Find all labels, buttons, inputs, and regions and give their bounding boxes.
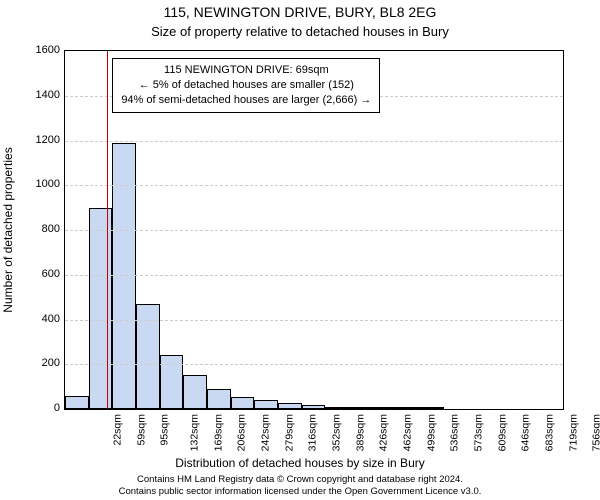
histogram-bar (89, 208, 113, 409)
histogram-bar (302, 405, 326, 409)
x-tick-label: 573sqm (472, 414, 484, 451)
histogram-bar (349, 407, 373, 409)
footer-line-2: Contains public sector information licen… (0, 486, 600, 498)
x-tick-label: 426sqm (378, 414, 390, 451)
property-info-box: 115 NEWINGTON DRIVE: 69sqm← 5% of detach… (112, 58, 380, 113)
gridline (65, 275, 563, 276)
info-box-line: ← 5% of detached houses are smaller (152… (121, 78, 371, 93)
page-subtitle: Size of property relative to detached ho… (0, 24, 600, 39)
histogram-bar (183, 375, 207, 409)
gridline (65, 185, 563, 186)
property-marker-line (107, 51, 108, 409)
y-tick-label: 1400 (10, 89, 60, 101)
x-tick-label: 536sqm (449, 414, 461, 451)
gridline (65, 230, 563, 231)
x-tick-label: 59sqm (135, 414, 147, 446)
y-tick-label: 400 (10, 313, 60, 325)
y-tick-label: 0 (10, 402, 60, 414)
histogram-bar (207, 389, 231, 409)
histogram-bar (396, 407, 420, 409)
y-tick-label: 800 (10, 223, 60, 235)
y-tick-label: 200 (10, 357, 60, 369)
histogram-bar (278, 403, 302, 409)
x-tick-label: 389sqm (354, 414, 366, 451)
histogram-bar (325, 407, 349, 409)
page-title: 115, NEWINGTON DRIVE, BURY, BL8 2EG (0, 4, 600, 20)
x-tick-label: 609sqm (496, 414, 508, 451)
x-tick-label: 279sqm (283, 414, 295, 451)
y-tick-label: 1600 (10, 44, 60, 56)
histogram-bar (112, 143, 136, 409)
histogram-bar (254, 400, 278, 409)
histogram-bar (373, 407, 397, 409)
footer-line-1: Contains HM Land Registry data © Crown c… (0, 474, 600, 486)
info-box-line: 94% of semi-detached houses are larger (… (121, 93, 371, 108)
x-tick-label: 316sqm (307, 414, 319, 451)
footer-attribution: Contains HM Land Registry data © Crown c… (0, 474, 600, 498)
x-tick-label: 499sqm (425, 414, 437, 451)
info-box-line: 115 NEWINGTON DRIVE: 69sqm (121, 63, 371, 78)
x-tick-label: 646sqm (520, 414, 532, 451)
histogram-bar (65, 396, 89, 409)
gridline (65, 320, 563, 321)
gridline (65, 364, 563, 365)
gridline (65, 141, 563, 142)
x-tick-label: 132sqm (188, 414, 200, 451)
x-tick-label: 242sqm (259, 414, 271, 451)
x-tick-label: 462sqm (401, 414, 413, 451)
x-tick-label: 352sqm (330, 414, 342, 451)
y-tick-label: 1000 (10, 178, 60, 190)
x-tick-label: 95sqm (159, 414, 171, 446)
histogram-bar (420, 407, 444, 409)
x-tick-label: 683sqm (543, 414, 555, 451)
x-tick-label: 719sqm (567, 414, 579, 451)
y-tick-label: 1200 (10, 134, 60, 146)
x-axis-label: Distribution of detached houses by size … (0, 456, 600, 470)
x-tick-label: 206sqm (236, 414, 248, 451)
x-tick-label: 22sqm (111, 414, 123, 446)
y-tick-label: 600 (10, 268, 60, 280)
histogram-bar (231, 397, 255, 409)
x-tick-label: 169sqm (212, 414, 224, 451)
x-tick-label: 756sqm (591, 414, 600, 451)
